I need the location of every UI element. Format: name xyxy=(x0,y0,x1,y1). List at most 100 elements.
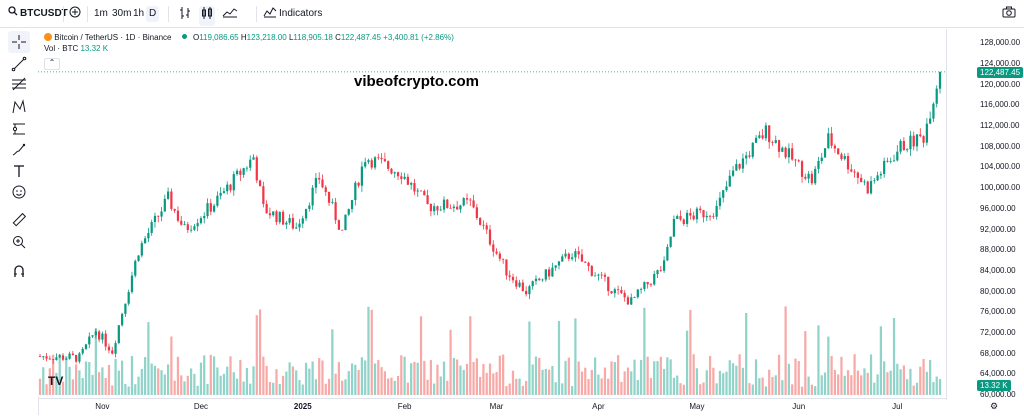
volume-bar xyxy=(883,361,886,395)
volume-bar xyxy=(922,358,925,395)
candle-body xyxy=(511,276,515,281)
volume-bar xyxy=(479,376,482,395)
candle-body xyxy=(291,218,295,229)
candle-body xyxy=(505,259,508,276)
volume-bar xyxy=(403,356,406,395)
volume-bar xyxy=(134,384,137,395)
indicators-icon[interactable] xyxy=(263,6,277,24)
ruler-icon[interactable] xyxy=(8,209,30,231)
bars-style-icon[interactable] xyxy=(179,6,191,26)
emoji-icon[interactable] xyxy=(8,181,30,203)
trend-line-icon[interactable] xyxy=(8,53,30,75)
prediction-tool-icon[interactable] xyxy=(8,118,30,140)
candle-body xyxy=(65,358,68,360)
candle-body xyxy=(860,177,863,182)
camera-icon[interactable] xyxy=(1002,6,1016,24)
volume-bar xyxy=(78,370,81,395)
interval-30m[interactable]: 30m xyxy=(112,8,132,19)
candle-body xyxy=(275,211,278,223)
volume-bar xyxy=(107,364,111,395)
candles-style-icon[interactable] xyxy=(199,6,215,26)
candle-body xyxy=(229,184,232,191)
volume-bar xyxy=(561,383,564,395)
volume-bar xyxy=(91,374,94,395)
zoom-in-icon[interactable] xyxy=(8,231,30,253)
candle-body xyxy=(206,203,209,217)
volume-bar xyxy=(866,372,869,395)
candle-body xyxy=(52,359,55,360)
volume-bar xyxy=(393,380,396,395)
symbol-search-button[interactable]: BTCUSDT xyxy=(20,8,68,19)
candle-body xyxy=(761,135,764,139)
settings-gear-icon[interactable]: ⚙ xyxy=(990,401,999,411)
brush-icon[interactable] xyxy=(8,139,30,161)
candle-body xyxy=(580,254,584,262)
fib-retracement-icon[interactable] xyxy=(8,74,30,96)
volume-bar xyxy=(521,385,524,395)
candle-body xyxy=(216,195,219,206)
candle-body xyxy=(768,125,771,143)
compare-symbol-add-icon[interactable] xyxy=(69,6,81,24)
symbol-title[interactable]: Bitcoin / TetherUS · 1D · Binance xyxy=(54,33,172,42)
volume-bar xyxy=(708,355,712,395)
price-tick-label: 80,000.00 xyxy=(980,286,1016,296)
price-axis[interactable]: 128,000.00 124,000.00 120,000.00 116,000.00… xyxy=(946,29,1024,400)
candle-body xyxy=(199,218,203,224)
candle-body xyxy=(689,212,692,216)
volume-bar xyxy=(915,382,919,395)
interval-d[interactable]: D xyxy=(146,6,160,22)
price-tick-label: 84,000.00 xyxy=(980,265,1016,275)
price-chart[interactable] xyxy=(38,29,946,396)
price-tick-label: 100,000.00 xyxy=(980,183,1021,193)
volume-bar xyxy=(873,382,876,395)
candle-body xyxy=(777,140,781,152)
candle-body xyxy=(170,191,173,209)
search-icon[interactable] xyxy=(8,6,18,22)
candle-body xyxy=(222,191,226,193)
area-style-icon[interactable] xyxy=(222,6,238,24)
time-axis[interactable]: Nov Dec 2025 Feb Mar Apr May Jun Jul xyxy=(38,398,946,416)
interval-1m[interactable]: 1m xyxy=(94,8,108,19)
candle-body xyxy=(544,269,547,280)
candle-body xyxy=(232,174,235,191)
price-tick-label: 116,000.00 xyxy=(980,100,1020,110)
volume-bar xyxy=(879,326,882,395)
volume-bar xyxy=(630,371,633,395)
candle-body xyxy=(308,205,311,209)
candle-body xyxy=(850,169,853,172)
text-tool-icon[interactable] xyxy=(8,160,30,182)
candle-body xyxy=(488,229,492,245)
candle-body xyxy=(396,172,400,177)
volume-bar xyxy=(892,317,896,395)
candle-body xyxy=(265,203,268,214)
candle-body xyxy=(610,291,613,294)
volume-bar xyxy=(176,356,180,395)
open-label: O xyxy=(192,33,200,42)
time-tick-label: Jul xyxy=(892,402,903,411)
volume-bar xyxy=(354,364,357,395)
volume-bar xyxy=(311,361,314,395)
candle-body xyxy=(883,160,886,174)
volume-bar xyxy=(584,367,587,395)
price-tick-label: 64,000.00 xyxy=(980,369,1016,379)
pattern-tool-icon[interactable] xyxy=(8,96,30,118)
candle-body xyxy=(311,187,314,206)
volume-bar xyxy=(616,355,620,395)
candle-body xyxy=(242,168,245,175)
candle-body xyxy=(607,276,610,292)
candle-body xyxy=(551,267,554,277)
candle-body xyxy=(531,281,534,287)
volume-bar xyxy=(275,369,278,395)
candle-body xyxy=(810,173,814,184)
candle-body xyxy=(869,181,873,194)
candle-body xyxy=(334,202,337,221)
volume-bar xyxy=(623,371,626,395)
interval-1h[interactable]: 1h xyxy=(133,8,145,19)
indicators-button[interactable]: Indicators xyxy=(279,8,323,19)
candle-body xyxy=(912,135,915,147)
magnet-icon[interactable] xyxy=(8,260,30,282)
candle-body xyxy=(764,125,768,139)
candle-body xyxy=(183,224,186,226)
collapse-legend-chevron-icon[interactable]: ⌃ xyxy=(44,58,60,70)
crosshair-icon[interactable] xyxy=(8,31,30,53)
